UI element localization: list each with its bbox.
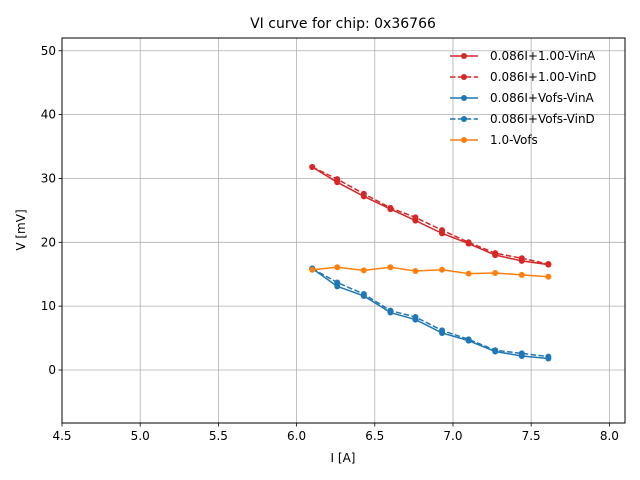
data-point: [387, 264, 394, 271]
data-point: [492, 250, 499, 257]
y-tick-label: 0: [48, 363, 56, 377]
y-tick-label: 40: [41, 108, 56, 122]
y-tick-label: 30: [41, 171, 56, 185]
series-4: [309, 264, 552, 280]
legend-item: 1.0-Vofs: [450, 133, 538, 147]
series-line: [311, 166, 549, 266]
legend-label: 0.086I+Vofs-VinA: [490, 91, 595, 105]
plot-frame: [61, 37, 626, 424]
series-1: [309, 163, 552, 268]
legend-item: 0.086I+1.00-VinA: [450, 49, 596, 63]
series-line: [311, 267, 549, 360]
legend-label: 0.086I+1.00-VinD: [490, 70, 596, 84]
x-tick-label: 4.5: [52, 429, 71, 443]
data-point: [412, 314, 419, 321]
data-point: [387, 204, 394, 211]
data-point: [465, 270, 472, 277]
data-point: [518, 255, 525, 262]
x-tick-label: 7.0: [443, 429, 462, 443]
y-tick-label: 20: [41, 235, 56, 249]
data-point: [439, 327, 446, 334]
legend-swatch-marker: [461, 95, 467, 101]
data-point: [412, 214, 419, 221]
legend-item: 0.086I+Vofs-VinA: [450, 91, 595, 105]
data-point: [387, 307, 394, 314]
x-axis-label: I [A]: [331, 451, 356, 465]
data-point: [334, 264, 341, 271]
data-point: [545, 273, 552, 280]
legend-swatch-marker: [461, 116, 467, 122]
legend: 0.086I+1.00-VinA 0.086I+1.00-VinD 0.086I+V…: [450, 49, 596, 147]
chart-title: VI curve for chip: 0x36766: [250, 16, 436, 32]
legend-label: 1.0-Vofs: [490, 133, 538, 147]
data-point: [360, 291, 367, 298]
legend-label: 0.086I+1.00-VinA: [490, 49, 596, 63]
data-point: [465, 336, 472, 343]
x-tick-label: 5.5: [209, 429, 228, 443]
data-point: [309, 163, 316, 170]
series-3: [309, 265, 552, 360]
data-point: [412, 268, 419, 275]
series-line: [311, 166, 549, 265]
series-line: [312, 266, 549, 278]
data-point: [334, 176, 341, 183]
y-axis-label: V [mV]: [14, 209, 28, 250]
data-point: [545, 353, 552, 360]
data-point: [309, 266, 316, 273]
data-point: [545, 261, 552, 268]
data-point: [518, 271, 525, 278]
data-point: [492, 269, 499, 276]
data-point: [360, 190, 367, 197]
series-line: [311, 267, 549, 358]
x-tick-label: 6.5: [365, 429, 384, 443]
y-tick-label: 10: [41, 299, 56, 313]
legend-item: 0.086I+1.00-VinD: [450, 70, 596, 84]
legend-swatch-marker: [461, 137, 467, 143]
x-tick-label: 7.5: [522, 429, 541, 443]
data-point: [518, 350, 525, 357]
legend-swatch-marker: [461, 53, 467, 59]
legend-item: 0.086I+Vofs-VinD: [450, 112, 595, 126]
legend-swatch-marker: [461, 74, 467, 80]
data-point: [439, 266, 446, 273]
data-point: [334, 279, 341, 286]
data-point: [439, 227, 446, 234]
data-point: [360, 267, 367, 274]
x-tick-label: 6.0: [287, 429, 306, 443]
x-tick-label: 8.0: [600, 429, 619, 443]
legend-label: 0.086I+Vofs-VinD: [490, 112, 595, 126]
y-tick-label: 50: [41, 44, 56, 58]
data-point: [492, 347, 499, 354]
x-tick-label: 5.0: [131, 429, 150, 443]
data-point: [465, 239, 472, 246]
